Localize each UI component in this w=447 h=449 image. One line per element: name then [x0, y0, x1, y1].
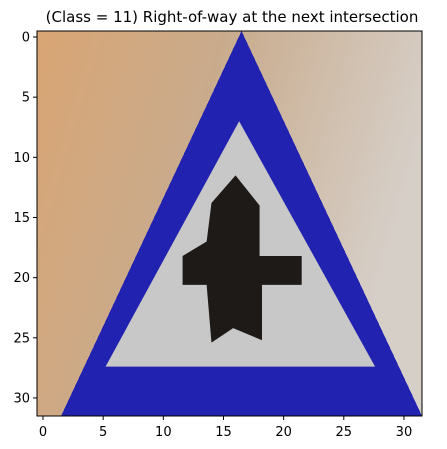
x-tick-label: 30: [396, 425, 413, 440]
x-tick-label: 15: [215, 425, 232, 440]
y-tick-label: 20: [13, 271, 30, 286]
y-tick-label: 5: [22, 91, 30, 106]
x-tick-label: 10: [155, 425, 172, 440]
y-tick-label: 10: [13, 151, 30, 166]
x-axis: 0 5 10 15 20 25 30: [39, 416, 412, 440]
y-tick-label: 15: [13, 211, 30, 226]
x-tick-label: 0: [39, 425, 47, 440]
sign-image: [37, 31, 422, 416]
y-tick-label: 0: [22, 31, 30, 46]
axes-frame: [36, 30, 423, 417]
y-axis: 0 5 10 15 20 25 30: [13, 31, 37, 406]
x-tick-label: 20: [275, 425, 292, 440]
x-tick-label: 25: [336, 425, 353, 440]
plot-title: (Class = 11) Right-of-way at the next in…: [46, 8, 419, 26]
y-tick-label: 30: [13, 391, 30, 406]
arrow-symbol: [182, 175, 302, 343]
y-tick-label: 25: [13, 331, 30, 346]
x-tick-label: 5: [99, 425, 107, 440]
